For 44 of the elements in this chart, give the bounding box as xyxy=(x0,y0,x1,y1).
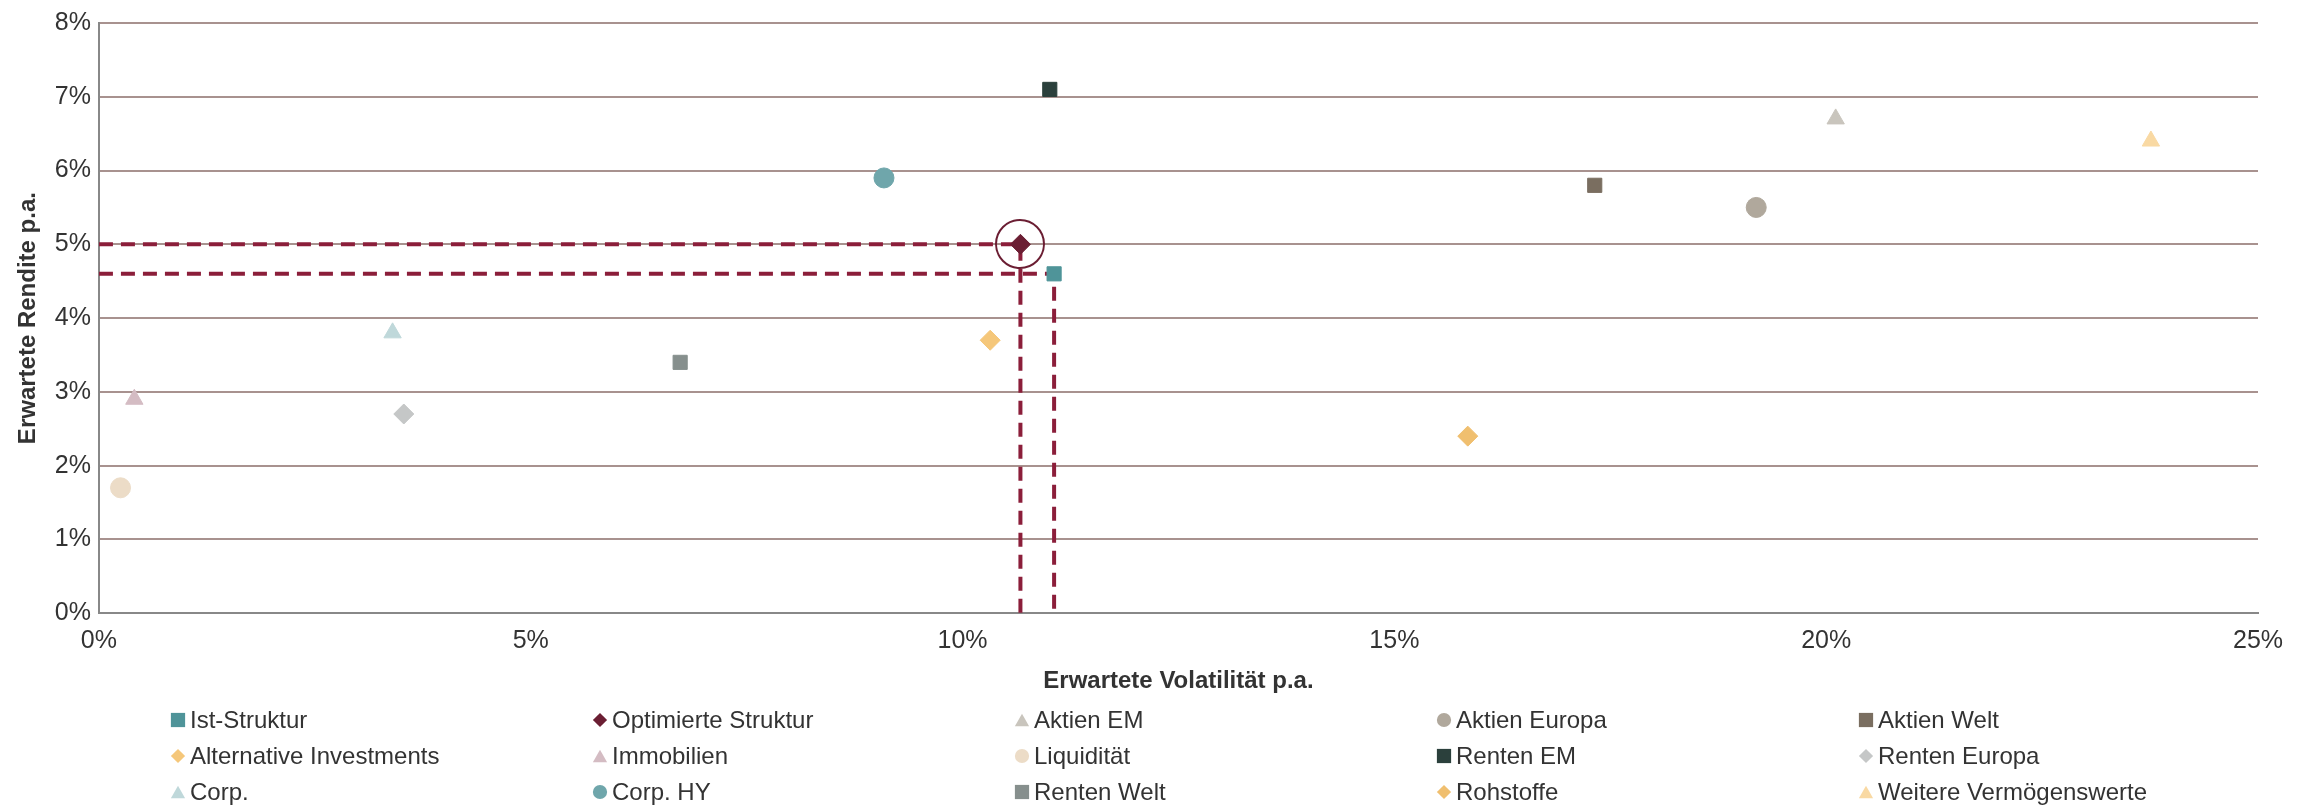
x-axis-title: Erwartete Volatilität p.a. xyxy=(1043,666,1314,694)
point xyxy=(1042,81,1058,97)
y-tick-label: 0% xyxy=(54,597,91,626)
legend-label: Corp. xyxy=(190,778,249,806)
legend-label: Ist-Struktur xyxy=(190,706,308,734)
y-tick-label: 7% xyxy=(54,80,91,109)
point xyxy=(1457,425,1479,447)
x-tick-label: 5% xyxy=(512,625,549,654)
legend-label: Alternative Investments xyxy=(190,742,440,770)
legend-label: Renten Europa xyxy=(1878,742,2040,770)
legend-label: Immobilien xyxy=(612,742,729,770)
y-axis-title: Erwartete Rendite p.a. xyxy=(13,192,41,445)
legend-label: Optimierte Struktur xyxy=(612,706,814,734)
point xyxy=(1587,177,1603,193)
point xyxy=(110,477,132,499)
point xyxy=(2141,130,2161,147)
legend-label: Aktien Welt xyxy=(1878,706,1999,734)
x-tick-label: 15% xyxy=(1369,625,1420,654)
legend-label: Aktien EM xyxy=(1034,706,1144,734)
point xyxy=(672,354,688,370)
y-tick-label: 4% xyxy=(54,301,91,330)
legend-label: Weitere Vermögenswerte xyxy=(1878,778,2148,806)
point xyxy=(979,329,1001,351)
legend-label: Corp. HY xyxy=(612,778,711,806)
y-tick-label: 1% xyxy=(54,523,91,552)
y-tick-label: 8% xyxy=(54,6,91,35)
x-tick-label: 20% xyxy=(1801,625,1852,654)
x-tick-label: 10% xyxy=(937,625,988,654)
point xyxy=(873,167,895,189)
y-tick-label: 2% xyxy=(54,449,91,478)
legend-label: Rohstoffe xyxy=(1456,778,1559,806)
x-tick-label: 25% xyxy=(2232,625,2284,654)
point xyxy=(1826,108,1845,125)
legend-label: Renten Welt xyxy=(1034,778,1166,806)
y-tick-label: 6% xyxy=(54,154,91,183)
legend-label: Aktien Europa xyxy=(1456,706,1607,734)
point xyxy=(393,403,415,425)
x-tick-label: 0% xyxy=(80,625,117,654)
y-tick-label: 3% xyxy=(54,375,91,404)
point xyxy=(1745,196,1767,218)
y-tick-label: 5% xyxy=(54,228,91,257)
legend-label: Renten EM xyxy=(1456,742,1577,770)
legend-label: Liquidität xyxy=(1034,742,1131,770)
point xyxy=(1046,266,1062,282)
